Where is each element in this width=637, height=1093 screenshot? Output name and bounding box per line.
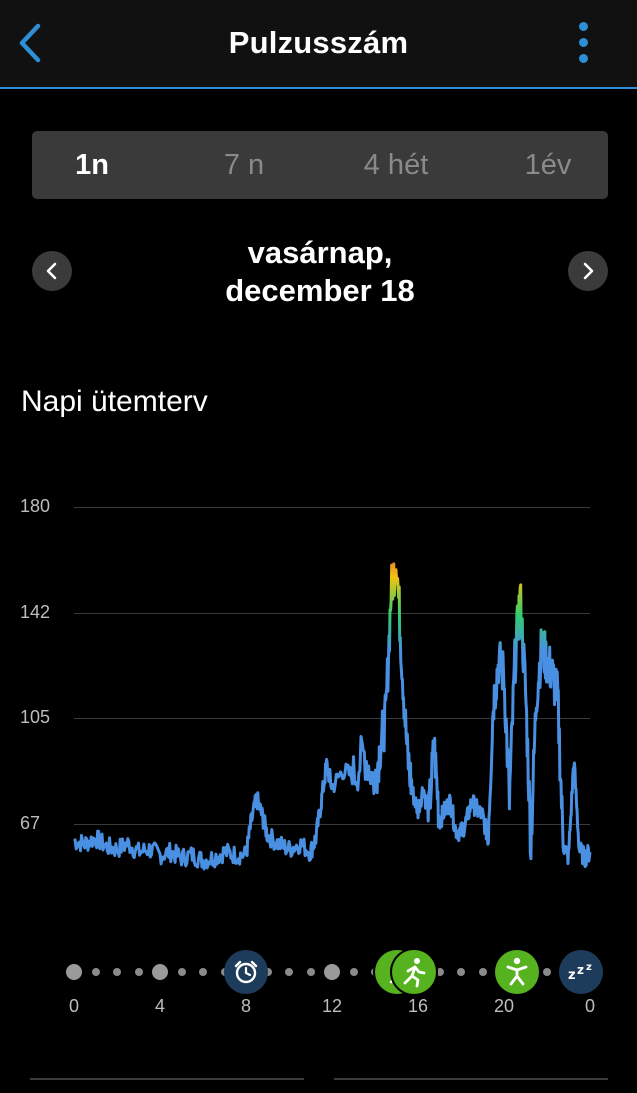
page-title: Pulzusszám (228, 25, 409, 60)
range-selector: 1n 7 n 4 hét 1év (32, 131, 608, 199)
alarm-clock-timeline-marker[interactable] (224, 950, 268, 994)
grid-line (74, 718, 590, 719)
timeline-hour-dot (91, 968, 100, 976)
move-timeline-marker[interactable] (494, 950, 539, 994)
y-tick-label: 180 (20, 496, 51, 516)
card-divider (334, 1078, 608, 1080)
timeline-hour-dot (543, 968, 551, 976)
chevron-left-icon (46, 262, 57, 280)
tab-1-year[interactable]: 1év (524, 149, 572, 181)
move-icon (495, 950, 539, 999)
timeline-hour-dot (457, 968, 465, 976)
x-tick-label: 12 (321, 996, 343, 1016)
grid-line (74, 613, 590, 614)
next-day-button[interactable] (568, 251, 608, 291)
timeline-hour-dot (349, 968, 358, 976)
running-icon (392, 950, 436, 999)
chevron-left-icon (19, 23, 41, 63)
heart-rate-series-line (72, 562, 592, 871)
svg-text:z: z (568, 968, 576, 983)
x-tick-label: 20 (493, 996, 515, 1016)
timeline-hour-dot (66, 964, 82, 980)
running-timeline-marker[interactable] (391, 950, 436, 994)
kebab-menu-button[interactable] (570, 18, 598, 68)
timeline-hour-dot (113, 968, 121, 976)
date-label: vasárnap, december 18 (120, 234, 520, 310)
x-tick-label: 4 (154, 996, 165, 1016)
alarm-clock-icon (224, 950, 268, 999)
card-divider (30, 1078, 304, 1080)
x-tick-label: 8 (240, 996, 251, 1016)
timeline-hour-dot (177, 968, 186, 976)
svg-text:z: z (586, 962, 592, 973)
back-button[interactable] (12, 20, 52, 66)
timeline-hour-dot (285, 968, 293, 976)
x-tick-label: 16 (407, 996, 429, 1016)
svg-text:z: z (577, 963, 584, 977)
previous-day-button[interactable] (32, 251, 72, 291)
section-title: Napi ütemterv (21, 385, 208, 418)
timeline-hour-dot (478, 968, 487, 976)
y-tick-label: 105 (20, 707, 51, 727)
timeline-hour-dot (199, 968, 207, 976)
app-bar: Pulzusszám (0, 0, 637, 89)
chevron-right-icon (583, 262, 594, 280)
tab-7-days[interactable]: 7 n (223, 149, 265, 181)
kebab-dot (579, 54, 588, 63)
x-tick-label: 0 (68, 996, 79, 1016)
timeline-hour-dot (306, 968, 315, 976)
grid-line (74, 507, 590, 508)
grid-line (74, 824, 590, 825)
tab-4-weeks[interactable]: 4 hét (363, 149, 429, 181)
kebab-dot (579, 38, 588, 47)
kebab-menu-icon (579, 22, 588, 31)
x-tick-label: 0 (584, 996, 595, 1016)
tab-1-day[interactable]: 1n (75, 149, 109, 181)
timeline-hour-dot (152, 964, 168, 980)
date-weekday: vasárnap, (247, 235, 393, 270)
y-tick-label: 67 (20, 813, 41, 833)
timeline-hour-dot (134, 968, 143, 976)
date-day: december 18 (225, 273, 415, 308)
timeline-hour-dot (435, 968, 444, 976)
y-tick-label: 142 (20, 602, 51, 622)
timeline-hour-dot (324, 964, 340, 980)
